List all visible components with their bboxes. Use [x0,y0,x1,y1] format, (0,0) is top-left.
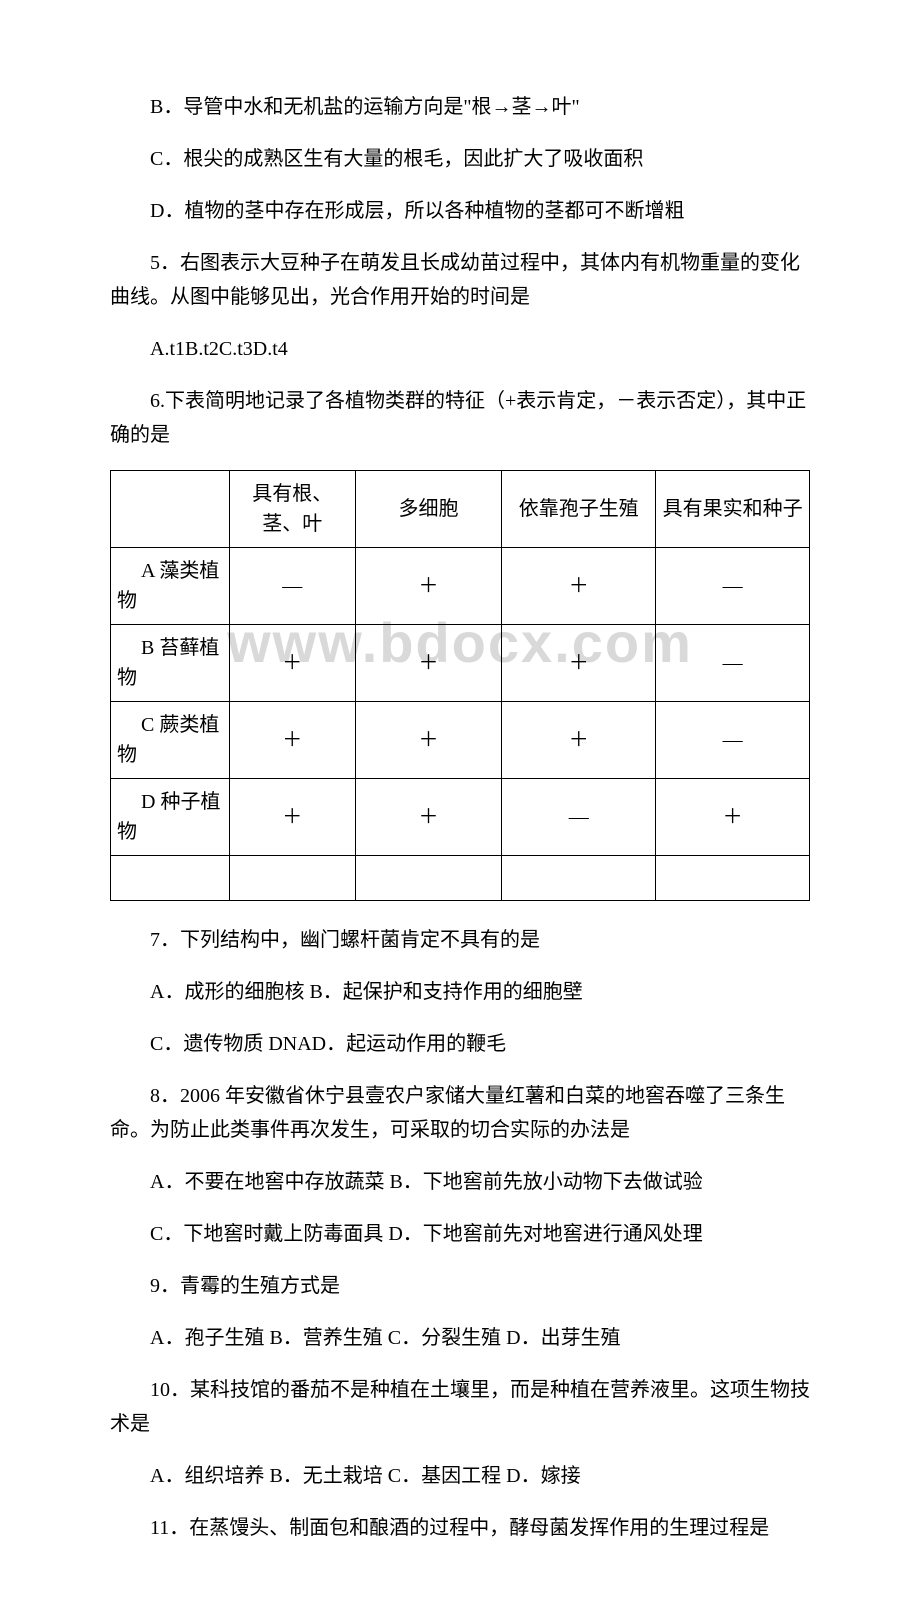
question-7-options-ab: A．成形的细胞核 B．起保护和支持作用的细胞壁 [110,975,810,1009]
cell: ＋ [355,779,502,856]
document-body: B．导管中水和无机盐的运输方向是"根→茎→叶" C．根尖的成熟区生有大量的根毛，… [110,90,810,1545]
cell: ＋ [355,702,502,779]
row-b-label: B 苔藓植物 [111,625,230,702]
cell-empty [111,856,230,901]
question-5: 5．右图表示大豆种子在萌发且长成幼苗过程中，其体内有机物重量的变化曲线。从图中能… [110,246,810,314]
question-10-options: A．组织培养 B．无土栽培 C．基因工程 D．嫁接 [110,1459,810,1493]
table-empty-row [111,856,810,901]
cell-empty [229,856,355,901]
cell: ＋ [229,779,355,856]
cell: — [656,548,810,625]
th-spore: 依靠孢子生殖 [502,471,656,548]
cell: ＋ [229,625,355,702]
question-6: 6.下表简明地记录了各植物类群的特征（+表示肯定，－表示否定），其中正确的是 [110,384,810,452]
row-c-label: C 蕨类植物 [111,702,230,779]
question-11: 11．在蒸馒头、制面包和酿酒的过程中，酵母菌发挥作用的生理过程是 [110,1511,810,1545]
th-blank [111,471,230,548]
cell-empty [502,856,656,901]
cell: — [656,702,810,779]
row-d-label: D 种子植物 [111,779,230,856]
question-9-options: A．孢子生殖 B．营养生殖 C．分裂生殖 D．出芽生殖 [110,1321,810,1355]
question-8-options-ab: A．不要在地窖中存放蔬菜 B．下地窖前先放小动物下去做试验 [110,1165,810,1199]
option-b: B．导管中水和无机盐的运输方向是"根→茎→叶" [110,90,810,124]
question-8-options-cd: C．下地窖时戴上防毒面具 D．下地窖前先对地窖进行通风处理 [110,1217,810,1251]
cell: ＋ [355,548,502,625]
th-multicell: 多细胞 [355,471,502,548]
question-7: 7．下列结构中，幽门螺杆菌肯定不具有的是 [110,923,810,957]
th-fruit-seed: 具有果实和种子 [656,471,810,548]
cell: ＋ [229,702,355,779]
option-c: C．根尖的成熟区生有大量的根毛，因此扩大了吸收面积 [110,142,810,176]
question-9: 9．青霉的生殖方式是 [110,1269,810,1303]
cell-empty [656,856,810,901]
cell: ＋ [502,548,656,625]
table-q6: 具有根、茎、叶 多细胞 依靠孢子生殖 具有果实和种子 A 藻类植物 — ＋ ＋ … [110,470,810,901]
cell: ＋ [502,702,656,779]
table-row: A 藻类植物 — ＋ ＋ — [111,548,810,625]
table-header-row: 具有根、茎、叶 多细胞 依靠孢子生殖 具有果实和种子 [111,471,810,548]
cell: ＋ [656,779,810,856]
cell: — [502,779,656,856]
table-row: D 种子植物 ＋ ＋ — ＋ [111,779,810,856]
th-root-stem-leaf: 具有根、茎、叶 [229,471,355,548]
cell: ＋ [502,625,656,702]
cell: ＋ [355,625,502,702]
question-5-options: A.t1B.t2C.t3D.t4 [110,332,810,366]
cell: — [656,625,810,702]
option-d: D．植物的茎中存在形成层，所以各种植物的茎都可不断增粗 [110,194,810,228]
cell-empty [355,856,502,901]
table-row: B 苔藓植物 ＋ ＋ ＋ — [111,625,810,702]
row-a-label: A 藻类植物 [111,548,230,625]
question-7-options-cd: C．遗传物质 DNAD．起运动作用的鞭毛 [110,1027,810,1061]
cell: — [229,548,355,625]
table-row: C 蕨类植物 ＋ ＋ ＋ — [111,702,810,779]
question-8: 8．2006 年安徽省休宁县壹农户家储大量红薯和白菜的地窖吞噬了三条生命。为防止… [110,1079,810,1147]
question-10: 10．某科技馆的番茄不是种植在土壤里，而是种植在营养液里。这项生物技术是 [110,1373,810,1441]
